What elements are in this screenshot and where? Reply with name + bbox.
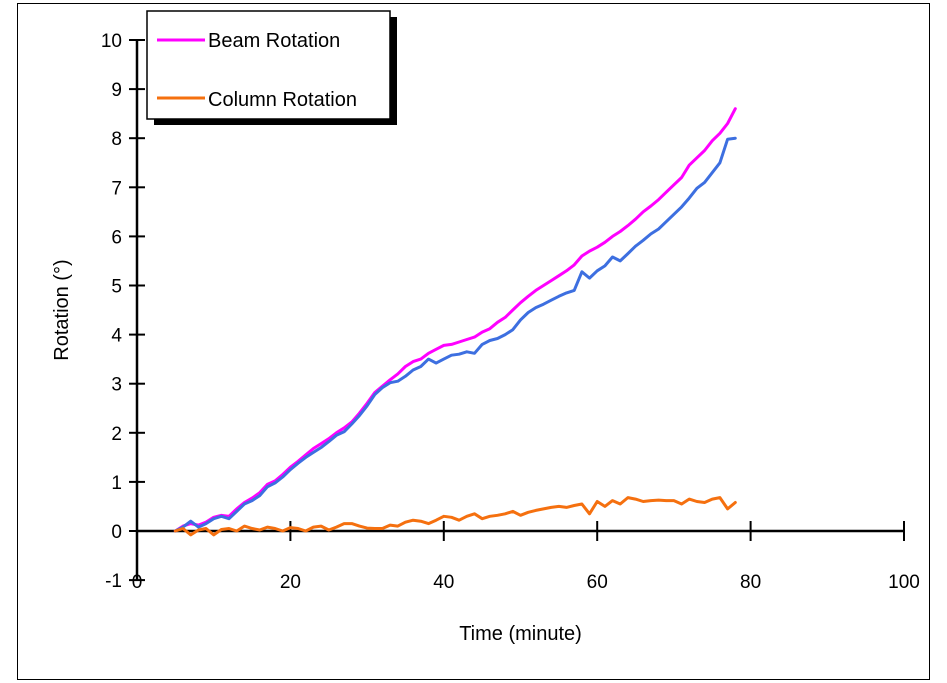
y-tick-label: 6 — [111, 227, 122, 248]
y-tick-label: 7 — [111, 178, 122, 199]
x-tick-label: 80 — [740, 572, 761, 593]
y-tick-label: 4 — [111, 326, 122, 347]
y-tick-label: 2 — [111, 424, 122, 445]
x-tick-label: 60 — [587, 572, 608, 593]
x-tick-label: 0 — [132, 572, 143, 593]
x-tick-label: 20 — [280, 572, 301, 593]
y-tick-label: -1 — [105, 571, 122, 592]
y-tick-label: 10 — [101, 31, 122, 52]
y-tick-label: 9 — [111, 80, 122, 101]
y-axis-title: Rotation (°) — [51, 259, 73, 360]
y-tick-label: 3 — [111, 375, 122, 396]
legend: Beam Rotation Column Rotation — [147, 11, 397, 125]
y-tick-label: 1 — [111, 473, 122, 494]
x-tick-label: 100 — [888, 572, 920, 593]
legend-label-column-rotation: Column Rotation — [208, 89, 357, 111]
x-axis-title: Time (minute) — [459, 623, 582, 645]
y-tick-label: 5 — [111, 277, 122, 298]
series-line-unlabeled-1 — [175, 138, 735, 531]
y-tick-label: 0 — [111, 522, 122, 543]
series-line-beam-rotation — [175, 109, 735, 531]
series-line-column-rotation — [175, 498, 735, 535]
y-tick-label: 8 — [111, 129, 122, 150]
x-tick-label: 40 — [433, 572, 454, 593]
plot-area — [175, 109, 735, 535]
legend-label-beam-rotation: Beam Rotation — [208, 30, 340, 52]
